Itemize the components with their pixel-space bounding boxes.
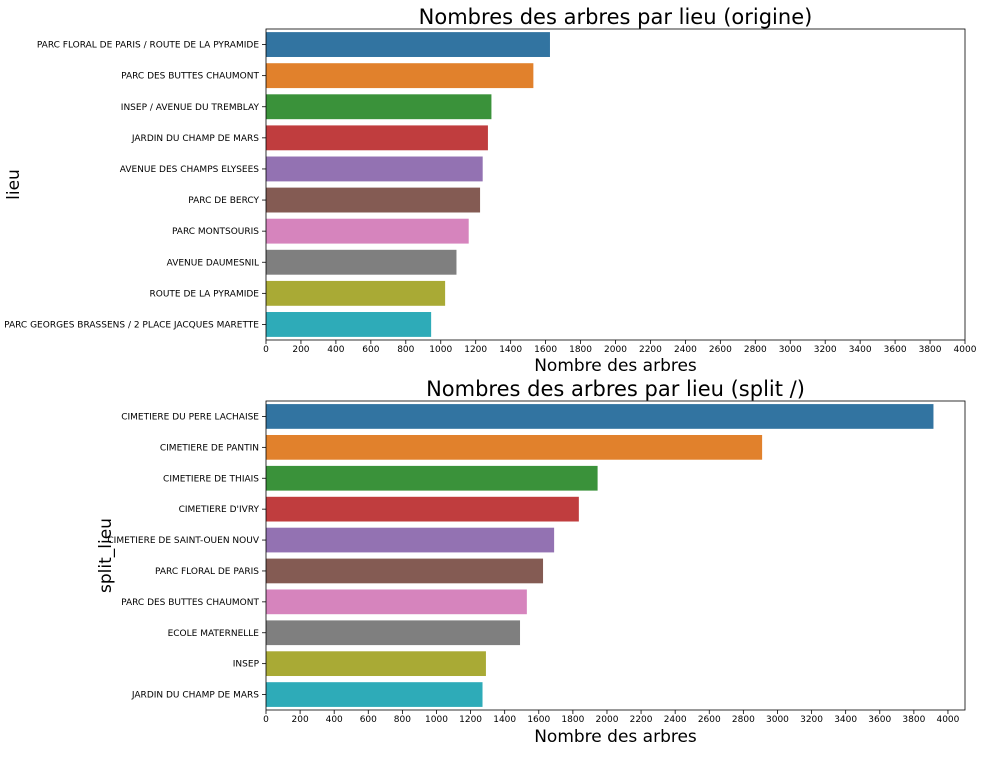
x-tick-label: 0 <box>263 345 269 355</box>
x-tick-label: 1200 <box>464 345 487 355</box>
plot-frame <box>265 400 966 711</box>
x-tick-label: 1800 <box>561 715 584 725</box>
x-tick-label: 3800 <box>919 345 942 355</box>
bar-10 <box>266 682 483 707</box>
x-tick-label: 3000 <box>779 345 802 355</box>
bar-2 <box>266 434 763 460</box>
x-tick-label: 400 <box>327 345 344 355</box>
category-label: CIMETIERE DU PERE LACHAISE <box>121 412 259 422</box>
category-label: PARC DES BUTTES CHAUMONT <box>121 598 259 608</box>
x-tick-label: 4000 <box>936 715 959 725</box>
x-tick-label: 2400 <box>674 345 697 355</box>
bar-3 <box>266 94 492 120</box>
category-label: PARC FLORAL DE PARIS <box>155 567 259 577</box>
category-label: PARC DE BERCY <box>188 196 259 206</box>
x-tick-label: 1000 <box>425 715 448 725</box>
x-tick-label: 2600 <box>709 345 732 355</box>
x-tick-label: 800 <box>397 345 414 355</box>
category-label: CIMETIERE DE PANTIN <box>160 443 259 453</box>
chart-origine: PARC FLORAL DE PARIS / ROUTE DE LA PYRAM… <box>4 5 977 376</box>
x-tick-label: 3200 <box>800 715 823 725</box>
x-tick-label: 2000 <box>604 345 627 355</box>
bar-7 <box>266 589 527 615</box>
bar-7 <box>266 218 469 244</box>
chart-title: Nombres des arbres par lieu (split /) <box>426 377 805 401</box>
x-tick-label: 2200 <box>639 345 662 355</box>
x-tick-label: 1400 <box>499 345 522 355</box>
bar-8 <box>266 620 521 646</box>
bar-4 <box>266 496 579 522</box>
bar-3 <box>266 465 598 491</box>
x-tick-label: 2800 <box>744 345 767 355</box>
x-tick-label: 1400 <box>493 715 516 725</box>
category-label: JARDIN DU CHAMP DE MARS <box>131 691 259 701</box>
bar-9 <box>266 651 486 677</box>
x-axis-label: Nombre des arbres <box>534 356 697 376</box>
category-label: JARDIN DU CHAMP DE MARS <box>131 134 259 144</box>
category-label: INSEP / AVENUE DU TREMBLAY <box>121 103 260 113</box>
x-tick-label: 1600 <box>534 345 557 355</box>
bar-4 <box>266 125 488 151</box>
bar-5 <box>266 156 483 182</box>
category-label: PARC FLORAL DE PARIS / ROUTE DE LA PYRAM… <box>37 41 260 51</box>
x-tick-label: 1200 <box>459 715 482 725</box>
x-tick-label: 2000 <box>596 715 619 725</box>
x-tick-label: 1800 <box>569 345 592 355</box>
category-label: INSEP <box>233 660 260 670</box>
x-tick-label: 400 <box>326 715 343 725</box>
bar-8 <box>266 249 457 275</box>
x-tick-label: 2200 <box>630 715 653 725</box>
y-axis-label: lieu <box>4 169 24 200</box>
x-tick-label: 200 <box>292 715 309 725</box>
x-axis-label: Nombre des arbres <box>534 727 697 747</box>
bar-2 <box>266 63 534 89</box>
bar-5 <box>266 527 555 553</box>
x-tick-label: 3200 <box>814 345 837 355</box>
category-label: PARC DES BUTTES CHAUMONT <box>121 72 259 82</box>
x-tick-label: 3400 <box>849 345 872 355</box>
x-tick-label: 3800 <box>902 715 925 725</box>
bar-6 <box>266 558 544 584</box>
category-label: CIMETIERE DE SAINT-OUEN NOUV <box>107 536 259 546</box>
category-label: CIMETIERE DE THIAIS <box>163 474 259 484</box>
x-tick-label: 200 <box>292 345 309 355</box>
category-label: PARC GEORGES BRASSENS / 2 PLACE JACQUES … <box>4 320 259 330</box>
bar-10 <box>266 312 432 337</box>
bar-1 <box>266 404 934 429</box>
x-tick-label: 800 <box>394 715 411 725</box>
x-tick-label: 0 <box>263 715 269 725</box>
x-tick-label: 3600 <box>884 345 907 355</box>
category-label: AVENUE DES CHAMPS ELYSEES <box>120 165 260 175</box>
x-tick-label: 2600 <box>698 715 721 725</box>
y-axis-label: split_lieu <box>96 518 116 593</box>
bar-6 <box>266 187 481 213</box>
category-label: ROUTE DE LA PYRAMIDE <box>150 289 260 299</box>
x-tick-label: 1600 <box>527 715 550 725</box>
x-tick-label: 3600 <box>868 715 891 725</box>
x-tick-label: 3000 <box>766 715 789 725</box>
x-tick-label: 1000 <box>429 345 452 355</box>
x-tick-label: 2800 <box>732 715 755 725</box>
bar-1 <box>266 32 550 57</box>
x-tick-label: 2400 <box>664 715 687 725</box>
chart-title: Nombres des arbres par lieu (origine) <box>419 5 813 29</box>
category-label: AVENUE DAUMESNIL <box>167 258 259 268</box>
bar-9 <box>266 280 446 306</box>
chart-split: CIMETIERE DU PERE LACHAISE CIMETIERE DE P… <box>96 377 966 747</box>
category-label: ECOLE MATERNELLE <box>168 629 260 639</box>
x-tick-label: 600 <box>360 715 377 725</box>
category-label: CIMETIERE D'IVRY <box>179 505 260 515</box>
x-tick-label: 4000 <box>954 345 977 355</box>
x-tick-label: 600 <box>362 345 379 355</box>
x-tick-label: 3400 <box>834 715 857 725</box>
category-label: PARC MONTSOURIS <box>172 227 259 237</box>
